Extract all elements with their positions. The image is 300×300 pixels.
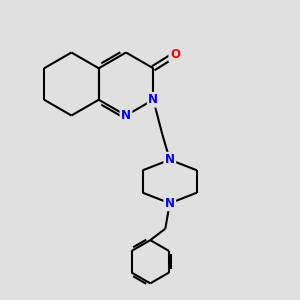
Text: N: N — [165, 197, 175, 210]
Text: O: O — [170, 48, 180, 61]
Text: N: N — [121, 109, 131, 122]
Text: N: N — [165, 153, 175, 166]
Text: N: N — [148, 93, 158, 106]
